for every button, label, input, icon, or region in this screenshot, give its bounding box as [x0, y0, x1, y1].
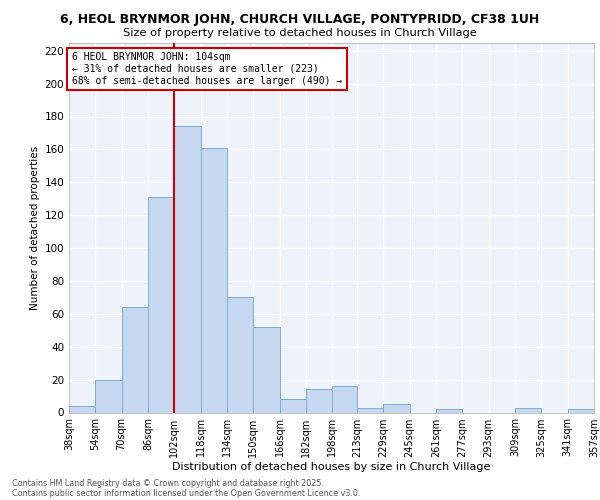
Text: Contains public sector information licensed under the Open Government Licence v3: Contains public sector information licen… [12, 488, 361, 498]
Bar [253, 327, 280, 412]
Y-axis label: Number of detached properties: Number of detached properties [30, 146, 40, 310]
Text: 6 HEOL BRYNMOR JOHN: 104sqm
← 31% of detached houses are smaller (223)
68% of se: 6 HEOL BRYNMOR JOHN: 104sqm ← 31% of det… [72, 52, 343, 86]
Bar [436, 409, 463, 412]
Bar [69, 406, 95, 412]
Bar [515, 408, 541, 412]
X-axis label: Distribution of detached houses by size in Church Village: Distribution of detached houses by size … [172, 462, 491, 472]
Text: Size of property relative to detached houses in Church Village: Size of property relative to detached ho… [123, 28, 477, 38]
Bar [122, 308, 148, 412]
Bar [306, 390, 332, 412]
Bar [280, 400, 306, 412]
Bar [383, 404, 410, 412]
Bar [95, 380, 122, 412]
Bar [332, 386, 357, 412]
Bar [175, 126, 200, 412]
Text: Contains HM Land Registry data © Crown copyright and database right 2025.: Contains HM Land Registry data © Crown c… [12, 478, 324, 488]
Bar [357, 408, 383, 412]
Bar [568, 409, 594, 412]
Bar [148, 197, 175, 412]
Bar [200, 148, 227, 412]
Bar [227, 298, 253, 412]
Text: 6, HEOL BRYNMOR JOHN, CHURCH VILLAGE, PONTYPRIDD, CF38 1UH: 6, HEOL BRYNMOR JOHN, CHURCH VILLAGE, PO… [61, 12, 539, 26]
